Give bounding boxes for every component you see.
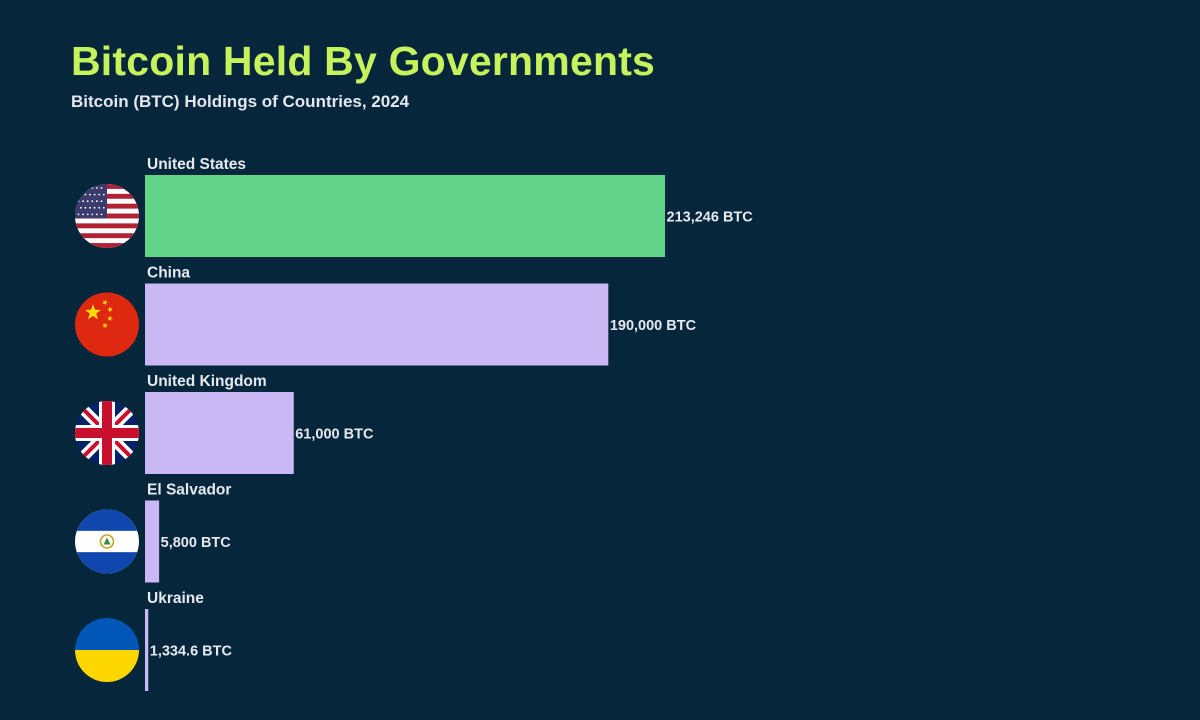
value-label: 61,000 BTC <box>295 427 374 443</box>
bar-row-united-kingdom: United Kingdom 61,000 BTC <box>75 373 374 474</box>
bar <box>145 283 609 366</box>
category-label: United States <box>147 156 246 173</box>
el-salvador-flag-icon <box>75 509 139 574</box>
uk-flag-icon <box>75 401 139 465</box>
bar-row-ukraine: Ukraine 1,334.6 BTC <box>75 590 232 691</box>
ukraine-flag-icon <box>75 618 139 682</box>
value-label: 190,000 BTC <box>610 318 697 334</box>
value-label: 213,246 BTC <box>667 210 754 226</box>
category-label: United Kingdom <box>147 373 267 390</box>
bar <box>145 392 294 474</box>
category-label: China <box>147 265 190 282</box>
bar-row-china: China 190,000 BTC <box>75 265 697 366</box>
bar-row-el-salvador: El Salvador 5,800 BTC <box>75 482 231 583</box>
category-label: El Salvador <box>147 482 231 499</box>
chart-title: Bitcoin Held By Governments <box>71 38 656 84</box>
bar <box>145 175 665 257</box>
value-label: 5,800 BTC <box>161 535 232 551</box>
bar <box>145 609 149 691</box>
us-flag-icon <box>75 184 139 248</box>
bar-row-united-states: United States 213,246 BTC <box>75 156 753 257</box>
chart-subtitle: Bitcoin (BTC) Holdings of Countries, 202… <box>71 92 410 111</box>
china-flag-icon <box>75 292 139 357</box>
category-label: Ukraine <box>147 590 204 607</box>
value-label: 1,334.6 BTC <box>150 644 233 660</box>
bar <box>145 500 160 583</box>
